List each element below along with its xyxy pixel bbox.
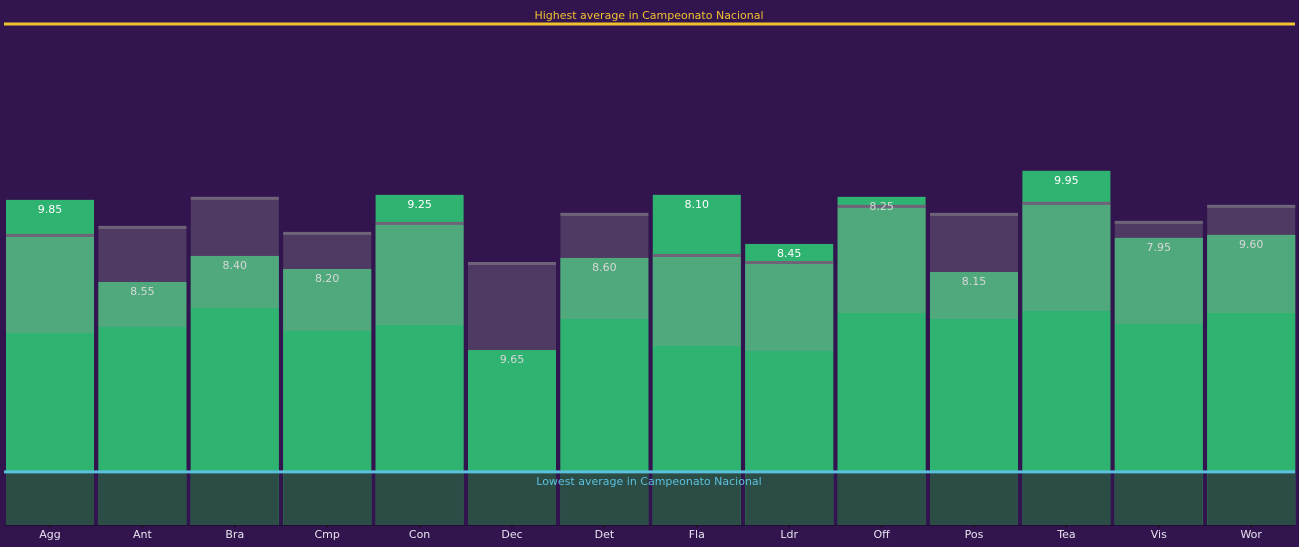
overlap-segment bbox=[1114, 237, 1203, 325]
bar-con: 9.25 bbox=[375, 194, 464, 525]
bar-cmp: 8.20 bbox=[283, 231, 372, 526]
below-lowest-segment bbox=[1207, 471, 1296, 525]
x-tick-label: Ldr bbox=[780, 528, 798, 541]
comparison-cap bbox=[745, 260, 834, 264]
highest-average-label: Highest average in Campeonato Nacional bbox=[534, 9, 763, 22]
bar-wor: 9.60 bbox=[1207, 204, 1296, 525]
x-tick-label: Ant bbox=[133, 528, 152, 541]
x-tick-label: Bra bbox=[225, 528, 244, 541]
overlap-segment bbox=[1207, 234, 1296, 314]
x-tick-label: Wor bbox=[1240, 528, 1262, 541]
overlap-segment bbox=[6, 233, 94, 334]
comparison-cap bbox=[930, 212, 1018, 216]
bar-pos: 8.15 bbox=[930, 212, 1018, 525]
comparison-cap bbox=[1022, 201, 1111, 205]
value-label: 9.85 bbox=[38, 203, 63, 216]
reference-lines: Highest average in Campeonato Nacional L… bbox=[4, 9, 1295, 488]
overlap-segment bbox=[745, 260, 834, 352]
overlap-segment bbox=[283, 268, 372, 332]
overlap-segment bbox=[560, 257, 649, 320]
comparison-cap bbox=[1114, 220, 1203, 224]
comparison-cap bbox=[652, 253, 741, 257]
overlap-segment bbox=[652, 253, 741, 347]
lowest-average-label: Lowest average in Campeonato Nacional bbox=[536, 475, 761, 488]
bar-det: 8.60 bbox=[560, 212, 649, 525]
below-lowest-segment bbox=[375, 471, 464, 525]
below-lowest-segment bbox=[468, 471, 556, 525]
overlap-segment bbox=[375, 221, 464, 326]
x-tick-label: Fla bbox=[689, 528, 705, 541]
value-label: 8.20 bbox=[315, 272, 340, 285]
x-tick-label: Pos bbox=[965, 528, 984, 541]
below-lowest-segment bbox=[837, 471, 926, 525]
below-lowest-segment bbox=[1114, 471, 1203, 525]
comparison-cap bbox=[1207, 204, 1296, 208]
comparison-cap bbox=[98, 225, 187, 229]
overlap-segment bbox=[1022, 201, 1111, 312]
below-lowest-segment bbox=[745, 471, 834, 525]
x-tick-label: Cmp bbox=[315, 528, 340, 541]
x-tick-labels: Agg Ant Bra Cmp Con Dec Det Fla Ldr Off Pos Tea Vis W… bbox=[39, 525, 1262, 541]
x-tick-label: Tea bbox=[1056, 528, 1075, 541]
comparison-cap bbox=[6, 233, 94, 237]
value-label: 8.45 bbox=[777, 247, 802, 260]
below-lowest-segment bbox=[560, 471, 649, 525]
below-lowest-segment bbox=[283, 471, 372, 525]
overlap-segment bbox=[837, 204, 926, 314]
x-tick-label: Vis bbox=[1151, 528, 1167, 541]
overlap-segment bbox=[190, 255, 279, 309]
value-label: 8.25 bbox=[869, 200, 894, 213]
below-lowest-segment bbox=[652, 471, 741, 525]
below-lowest-segment bbox=[6, 471, 94, 525]
below-lowest-segment bbox=[190, 471, 279, 525]
value-label: 9.65 bbox=[500, 353, 525, 366]
bar-bra: 8.40 bbox=[190, 196, 279, 525]
value-label: 8.60 bbox=[592, 261, 617, 274]
bar-fla: 8.10 bbox=[652, 194, 741, 526]
x-tick-label: Off bbox=[873, 528, 890, 541]
value-label: 9.95 bbox=[1054, 174, 1079, 187]
x-tick-label: Agg bbox=[39, 528, 61, 541]
comparison-cap bbox=[468, 261, 556, 265]
bars-group: 9.85 8.55 8.40 8.20 9.25 9.65 8.60 8.10 8.45 8.25… bbox=[6, 170, 1296, 526]
comparison-cap bbox=[375, 221, 464, 225]
bar-off: 8.25 bbox=[837, 196, 926, 525]
comparison-cap bbox=[190, 196, 279, 200]
value-label: 8.40 bbox=[223, 259, 248, 272]
bar-ldr: 8.45 bbox=[745, 243, 834, 525]
value-label: 8.10 bbox=[685, 198, 710, 211]
overlap-segment bbox=[930, 271, 1018, 320]
comparison-cap bbox=[283, 231, 372, 235]
value-label: 7.95 bbox=[1147, 241, 1172, 254]
below-lowest-segment bbox=[1022, 471, 1111, 525]
value-label: 8.55 bbox=[130, 285, 155, 298]
x-tick-label: Con bbox=[409, 528, 430, 541]
below-lowest-segment bbox=[930, 471, 1018, 525]
bar-agg: 9.85 bbox=[6, 199, 94, 525]
x-tick-label: Dec bbox=[501, 528, 522, 541]
comparison-cap bbox=[837, 204, 926, 208]
x-tick-label: Det bbox=[595, 528, 615, 541]
bar-vis: 7.95 bbox=[1114, 220, 1203, 525]
overlap-segment bbox=[98, 282, 187, 328]
value-label: 9.25 bbox=[407, 198, 432, 211]
bar-ant: 8.55 bbox=[98, 225, 187, 525]
value-label: 9.60 bbox=[1239, 238, 1264, 251]
bar-dec: 9.65 bbox=[468, 261, 556, 525]
below-lowest-segment bbox=[98, 471, 187, 525]
comparison-cap bbox=[560, 212, 649, 216]
value-label: 8.15 bbox=[962, 275, 987, 288]
